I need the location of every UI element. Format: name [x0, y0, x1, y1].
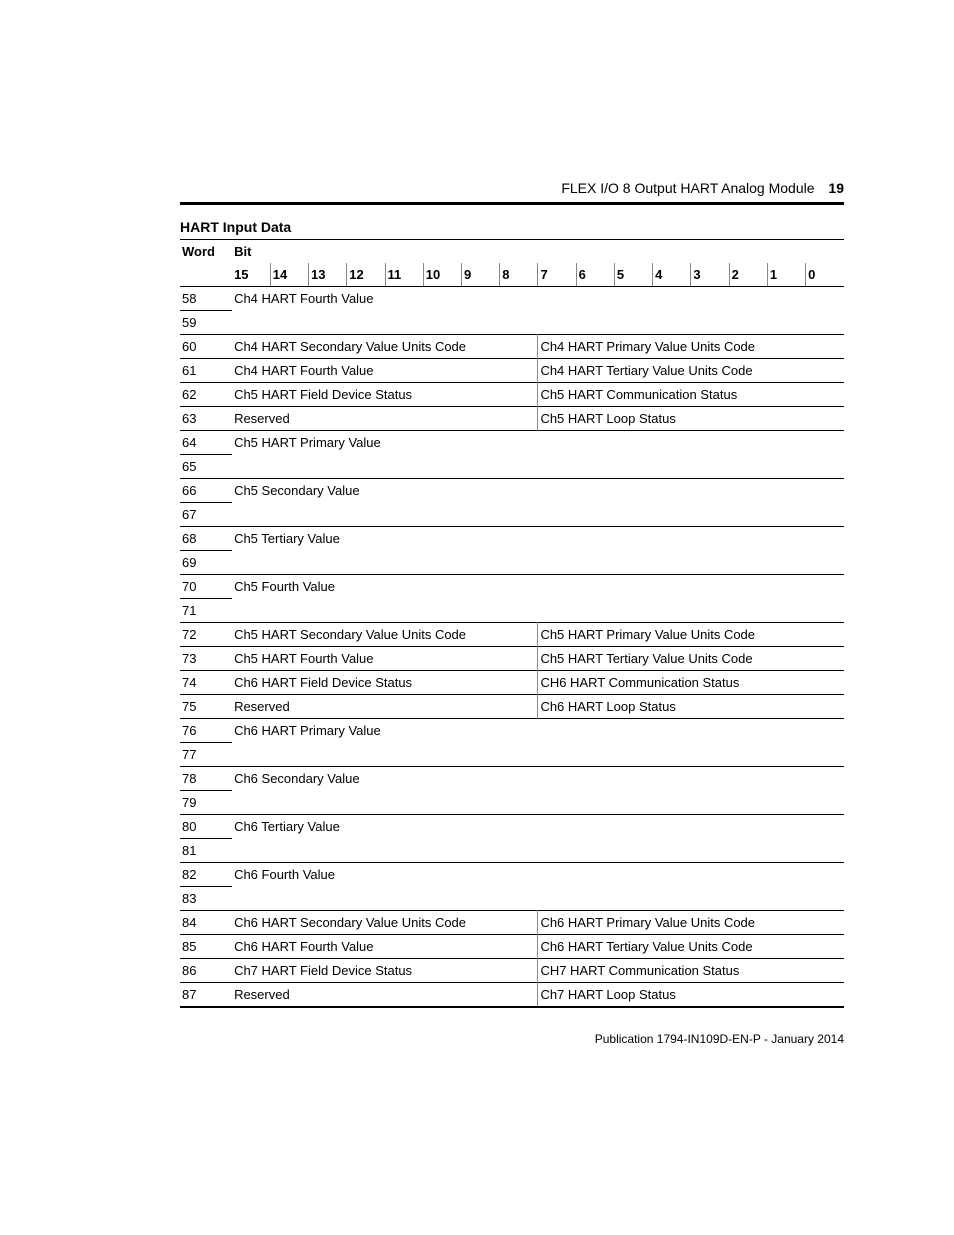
data-cell-right: Ch5 HART Tertiary Value Units Code — [538, 647, 844, 671]
data-cell-right: Ch6 HART Tertiary Value Units Code — [538, 935, 844, 959]
data-cell-right: Ch5 HART Loop Status — [538, 407, 844, 431]
bit-col-6: 6 — [576, 263, 614, 287]
data-cell-left: Ch4 HART Fourth Value — [232, 359, 538, 383]
word-cell: 86 — [180, 959, 232, 983]
word-cell: 76 — [180, 719, 232, 743]
word-cell: 78 — [180, 767, 232, 791]
data-cell-right: Ch4 HART Tertiary Value Units Code — [538, 359, 844, 383]
bit-col-0: 0 — [806, 263, 844, 287]
data-cell: Ch6 Secondary Value — [232, 767, 844, 815]
word-cell: 73 — [180, 647, 232, 671]
data-cell-right: Ch5 HART Primary Value Units Code — [538, 623, 844, 647]
word-cell: 72 — [180, 623, 232, 647]
data-cell-left: Ch7 HART Field Device Status — [232, 959, 538, 983]
word-cell: 82 — [180, 863, 232, 887]
data-cell-left: Reserved — [232, 407, 538, 431]
bit-col-8: 8 — [500, 263, 538, 287]
bit-col-4: 4 — [653, 263, 691, 287]
word-cell: 77 — [180, 743, 232, 767]
bit-col-14: 14 — [270, 263, 308, 287]
word-cell: 65 — [180, 455, 232, 479]
publication-footer: Publication 1794-IN109D-EN-P - January 2… — [180, 1032, 844, 1046]
word-cell: 58 — [180, 287, 232, 311]
data-cell: Ch5 HART Primary Value — [232, 431, 844, 479]
data-cell-left: Reserved — [232, 983, 538, 1008]
hart-input-table: Word Bit 1514131211109876543210 58Ch4 HA… — [180, 239, 844, 1008]
data-cell-left: Reserved — [232, 695, 538, 719]
page-header: FLEX I/O 8 Output HART Analog Module 19 — [180, 180, 844, 196]
data-cell-right: CH7 HART Communication Status — [538, 959, 844, 983]
data-cell: Ch5 Fourth Value — [232, 575, 844, 623]
table-caption: HART Input Data — [180, 219, 844, 235]
col-bit: Bit — [232, 240, 844, 264]
word-cell: 74 — [180, 671, 232, 695]
data-cell-right: Ch4 HART Primary Value Units Code — [538, 335, 844, 359]
data-cell-left: Ch5 HART Secondary Value Units Code — [232, 623, 538, 647]
data-cell-right: Ch7 HART Loop Status — [538, 983, 844, 1008]
data-cell-left: Ch6 HART Field Device Status — [232, 671, 538, 695]
bit-col-1: 1 — [767, 263, 805, 287]
bit-col-2: 2 — [729, 263, 767, 287]
bit-col-7: 7 — [538, 263, 576, 287]
word-cell: 60 — [180, 335, 232, 359]
word-cell: 80 — [180, 815, 232, 839]
word-cell: 59 — [180, 311, 232, 335]
data-cell-left: Ch5 HART Field Device Status — [232, 383, 538, 407]
data-cell: Ch5 Tertiary Value — [232, 527, 844, 575]
word-cell: 85 — [180, 935, 232, 959]
data-cell-right: Ch6 HART Primary Value Units Code — [538, 911, 844, 935]
word-cell: 61 — [180, 359, 232, 383]
col-word: Word — [180, 240, 232, 287]
bit-col-15: 15 — [232, 263, 270, 287]
bit-col-9: 9 — [461, 263, 499, 287]
data-cell-left: Ch6 HART Fourth Value — [232, 935, 538, 959]
word-cell: 87 — [180, 983, 232, 1008]
word-cell: 79 — [180, 791, 232, 815]
data-cell-right: Ch6 HART Loop Status — [538, 695, 844, 719]
data-cell: Ch6 Fourth Value — [232, 863, 844, 911]
data-cell-left: Ch6 HART Secondary Value Units Code — [232, 911, 538, 935]
word-cell: 63 — [180, 407, 232, 431]
bit-col-11: 11 — [385, 263, 423, 287]
word-cell: 83 — [180, 887, 232, 911]
bit-col-13: 13 — [309, 263, 347, 287]
data-cell-left: Ch4 HART Secondary Value Units Code — [232, 335, 538, 359]
data-cell-right: Ch5 HART Communication Status — [538, 383, 844, 407]
word-cell: 68 — [180, 527, 232, 551]
data-cell-left: Ch5 HART Fourth Value — [232, 647, 538, 671]
page-number: 19 — [828, 180, 844, 196]
header-title: FLEX I/O 8 Output HART Analog Module — [561, 180, 814, 196]
word-cell: 69 — [180, 551, 232, 575]
data-cell-right: CH6 HART Communication Status — [538, 671, 844, 695]
word-cell: 66 — [180, 479, 232, 503]
word-cell: 81 — [180, 839, 232, 863]
word-cell: 62 — [180, 383, 232, 407]
bit-col-10: 10 — [423, 263, 461, 287]
data-cell: Ch6 HART Primary Value — [232, 719, 844, 767]
word-cell: 70 — [180, 575, 232, 599]
header-rule — [180, 202, 844, 205]
word-cell: 71 — [180, 599, 232, 623]
word-cell: 84 — [180, 911, 232, 935]
bit-col-12: 12 — [347, 263, 385, 287]
word-cell: 64 — [180, 431, 232, 455]
bit-col-5: 5 — [614, 263, 652, 287]
data-cell: Ch4 HART Fourth Value — [232, 287, 844, 335]
word-cell: 75 — [180, 695, 232, 719]
data-cell: Ch6 Tertiary Value — [232, 815, 844, 863]
data-cell: Ch5 Secondary Value — [232, 479, 844, 527]
word-cell: 67 — [180, 503, 232, 527]
bit-col-3: 3 — [691, 263, 729, 287]
